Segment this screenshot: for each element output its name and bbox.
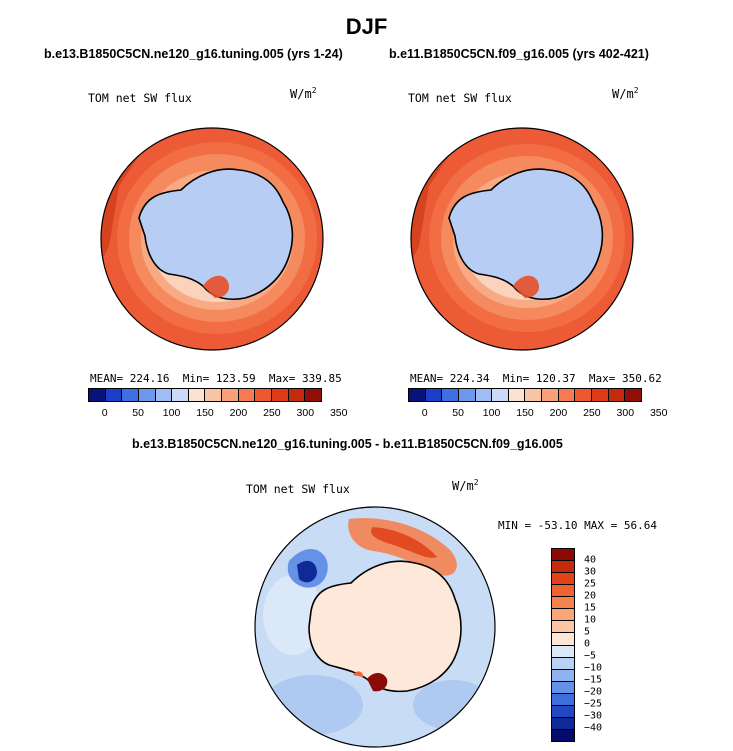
left-polar-map <box>100 127 324 351</box>
colorbar-tick-label: 0 <box>421 407 428 419</box>
colorbar-tick-label: 300 <box>616 407 635 419</box>
right-units: W/m2 <box>612 86 639 101</box>
colorbar-tick-label: −25 <box>584 698 603 710</box>
diff-colorbar-labels: 40 30 25 20 15 10 5 0 −5 −10 −15 −20 −25 −30 −40 <box>584 548 624 740</box>
colorbar-tick-label: 250 <box>263 407 281 419</box>
colorbar-swatch <box>122 389 139 401</box>
colorbar-swatch <box>138 389 156 401</box>
colorbar-tick-label: 20 <box>584 590 597 602</box>
colorbar-tick-label: 15 <box>584 602 597 614</box>
colorbar-swatch <box>552 621 574 634</box>
left-colorbar: 0 50 100 150 200 250 300 350 <box>88 388 347 419</box>
colorbar-swatch <box>552 633 574 646</box>
colorbar-tick-label: 5 <box>584 626 591 638</box>
colorbar-tick-label: 25 <box>584 578 597 590</box>
colorbar-swatch <box>272 389 289 401</box>
colorbar-swatch <box>205 389 223 401</box>
diff-colorbar <box>551 548 575 742</box>
diff-polar-map <box>254 506 496 748</box>
colorbar-swatch <box>552 585 574 598</box>
diff-variable-label: TOM net SW flux <box>246 482 350 496</box>
colorbar-swatch <box>222 389 239 401</box>
colorbar-swatch <box>155 389 173 401</box>
colorbar-swatch <box>625 389 641 401</box>
colorbar-tick-label: 40 <box>584 554 597 566</box>
colorbar-tick-label: −10 <box>584 662 603 674</box>
right-stats: MEAN= 224.34 Min= 120.37 Max= 350.62 <box>410 372 662 385</box>
colorbar-swatch <box>255 389 273 401</box>
left-stats: MEAN= 224.16 Min= 123.59 Max= 339.85 <box>90 372 342 385</box>
colorbar-swatch <box>305 389 321 401</box>
colorbar-swatch <box>238 389 256 401</box>
colorbar-swatch <box>575 389 593 401</box>
colorbar-swatch <box>105 389 123 401</box>
right-polar-map <box>410 127 634 351</box>
colorbar-tick-label: −5 <box>584 650 597 662</box>
colorbar-tick-label: 200 <box>229 407 248 419</box>
colorbar-swatch <box>458 389 476 401</box>
left-case-title: b.e13.B1850C5CN.ne120_g16.tuning.005 (yr… <box>44 47 343 61</box>
colorbar-swatch <box>425 389 443 401</box>
colorbar-tick-label: 300 <box>296 407 315 419</box>
colorbar-swatch <box>442 389 459 401</box>
colorbar-swatch <box>508 389 526 401</box>
colorbar-swatch <box>172 389 189 401</box>
right-variable-label: TOM net SW flux <box>408 91 512 105</box>
diff-minmax: MIN = -53.10 MAX = 56.64 <box>498 519 657 532</box>
colorbar-swatch <box>475 389 493 401</box>
colorbar-tick-label: 350 <box>649 407 668 419</box>
diff-units: W/m2 <box>452 478 479 493</box>
colorbar-swatch <box>552 729 574 741</box>
colorbar-swatch <box>552 705 574 718</box>
colorbar-swatch <box>552 669 574 682</box>
colorbar-swatch <box>552 645 574 658</box>
colorbar-tick-label: 0 <box>584 638 591 650</box>
colorbar-swatch <box>552 573 574 586</box>
colorbar-tick-label: 150 <box>196 407 214 419</box>
colorbar-tick-label: 200 <box>549 407 568 419</box>
colorbar-tick-label: 10 <box>584 614 597 626</box>
colorbar-tick-label: −20 <box>584 686 603 698</box>
colorbar-tick-label: 50 <box>452 407 464 419</box>
colorbar-swatch <box>592 389 609 401</box>
colorbar-swatch <box>542 389 559 401</box>
colorbar-swatch <box>552 681 574 694</box>
colorbar-swatch <box>89 389 106 401</box>
right-case-title: b.e11.B1850C5CN.f09_g16.005 (yrs 402-421… <box>389 47 649 61</box>
colorbar-tick-label: 100 <box>162 407 181 419</box>
colorbar-swatch <box>552 561 574 574</box>
colorbar-tick-label: −30 <box>584 710 603 722</box>
colorbar-tick-label: −15 <box>584 674 603 686</box>
colorbar-swatch <box>188 389 206 401</box>
colorbar-swatch <box>288 389 306 401</box>
colorbar-tick-label: −40 <box>584 722 603 734</box>
colorbar-tick-label: 50 <box>132 407 144 419</box>
colorbar-swatch <box>525 389 543 401</box>
colorbar-swatch <box>558 389 576 401</box>
main-title: DJF <box>345 14 388 39</box>
colorbar-tick-label: 250 <box>583 407 601 419</box>
right-colorbar: 0 50 100 150 200 250 300 350 <box>408 388 667 419</box>
colorbar-swatch <box>552 717 574 730</box>
colorbar-swatch <box>608 389 626 401</box>
colorbar-swatch <box>552 693 574 706</box>
colorbar-swatch <box>552 597 574 610</box>
colorbar-swatch <box>552 609 574 622</box>
colorbar-tick-label: 150 <box>516 407 534 419</box>
colorbar-swatch <box>552 657 574 670</box>
colorbar-tick-label: 350 <box>329 407 348 419</box>
colorbar-tick-label: 0 <box>101 407 108 419</box>
colorbar-swatch <box>409 389 426 401</box>
colorbar-swatch <box>492 389 509 401</box>
colorbar-tick-label: 100 <box>482 407 501 419</box>
colorbar-swatch <box>552 549 574 562</box>
diff-title: b.e13.B1850C5CN.ne120_g16.tuning.005 - b… <box>132 437 563 451</box>
left-units: W/m2 <box>290 86 317 101</box>
colorbar-tick-label: 30 <box>584 566 597 578</box>
left-variable-label: TOM net SW flux <box>88 91 192 105</box>
